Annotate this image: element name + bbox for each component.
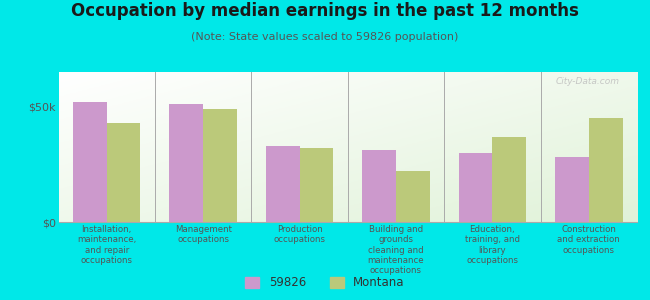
- Bar: [203, 109, 237, 222]
- Bar: [589, 118, 623, 222]
- Text: City-Data.com: City-Data.com: [556, 76, 619, 85]
- Legend: 59826, Montana: 59826, Montana: [240, 272, 410, 294]
- Bar: [266, 146, 300, 222]
- Bar: [459, 153, 493, 222]
- Text: (Note: State values scaled to 59826 population): (Note: State values scaled to 59826 popu…: [191, 32, 459, 41]
- Bar: [170, 104, 203, 222]
- Bar: [362, 151, 396, 222]
- Text: Occupation by median earnings in the past 12 months: Occupation by median earnings in the pas…: [71, 2, 579, 20]
- Bar: [73, 102, 107, 222]
- Bar: [396, 171, 430, 222]
- Bar: [300, 148, 333, 222]
- Bar: [107, 123, 140, 222]
- Bar: [493, 136, 526, 222]
- Bar: [555, 158, 589, 222]
